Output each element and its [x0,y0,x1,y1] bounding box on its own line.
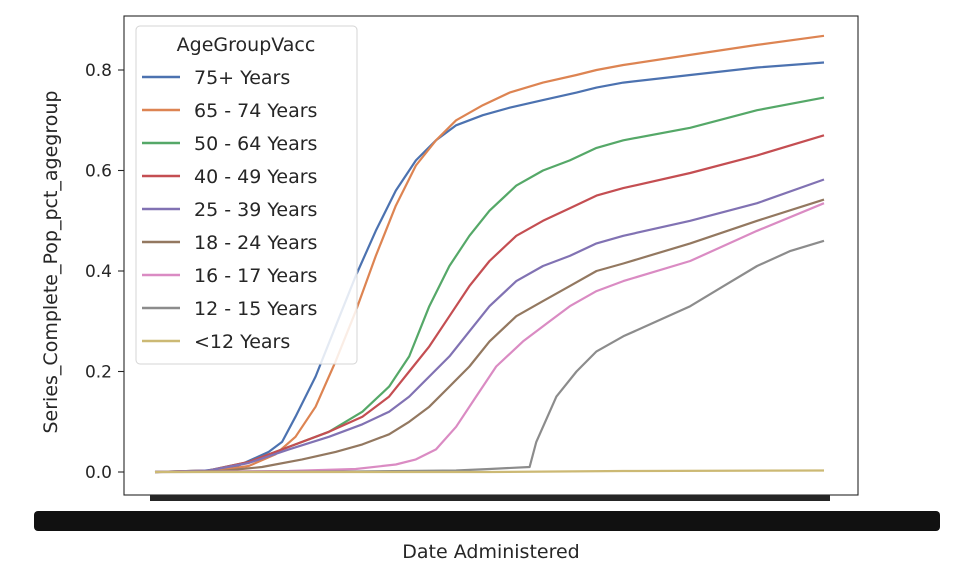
series-line-7 [154,202,825,474]
legend-box [135,25,358,365]
series-line-6 [154,198,825,474]
y-tick-label: 0.2 [85,363,112,383]
legend-title: AgeGroupVacc [177,34,316,56]
y-tick-label: 0.0 [85,463,112,483]
legend-entry: 18 - 24 Years [194,232,317,254]
legend-entry: 50 - 64 Years [194,133,317,155]
x-tick-marks [150,495,830,501]
x-axis-label: Date Administered [402,541,579,563]
legend-entry: 40 - 49 Years [194,166,317,188]
series-line-1 [154,61,825,474]
x-axis [34,495,940,531]
legend-entry: 75+ Years [194,67,290,89]
legend-entry: 25 - 39 Years [194,199,317,221]
y-tick-label: 0.8 [85,61,112,81]
legend: AgeGroupVacc 75+ Years 65 - 74 Years 50 - … [135,25,358,365]
series-line-9 [155,469,825,474]
legend-entry: 16 - 17 Years [194,265,317,287]
series-line-2 [154,34,825,474]
legend-entry: 12 - 15 Years [194,298,317,320]
plot-area [154,34,825,474]
x-tick-labels-overlapped [34,511,940,531]
series-line-5 [154,178,825,474]
legend-entry: 65 - 74 Years [194,100,317,122]
y-tick-label: 0.4 [85,262,112,282]
y-axis-label: Series_Complete_Pop_pct_agegroup [40,91,62,434]
series-line-8 [154,239,825,474]
y-tick-label: 0.6 [85,162,112,182]
legend-entry: <12 Years [194,331,290,353]
y-axis: 0.0 0.2 0.4 0.6 0.8 [85,61,124,483]
series-line-4 [154,134,825,474]
